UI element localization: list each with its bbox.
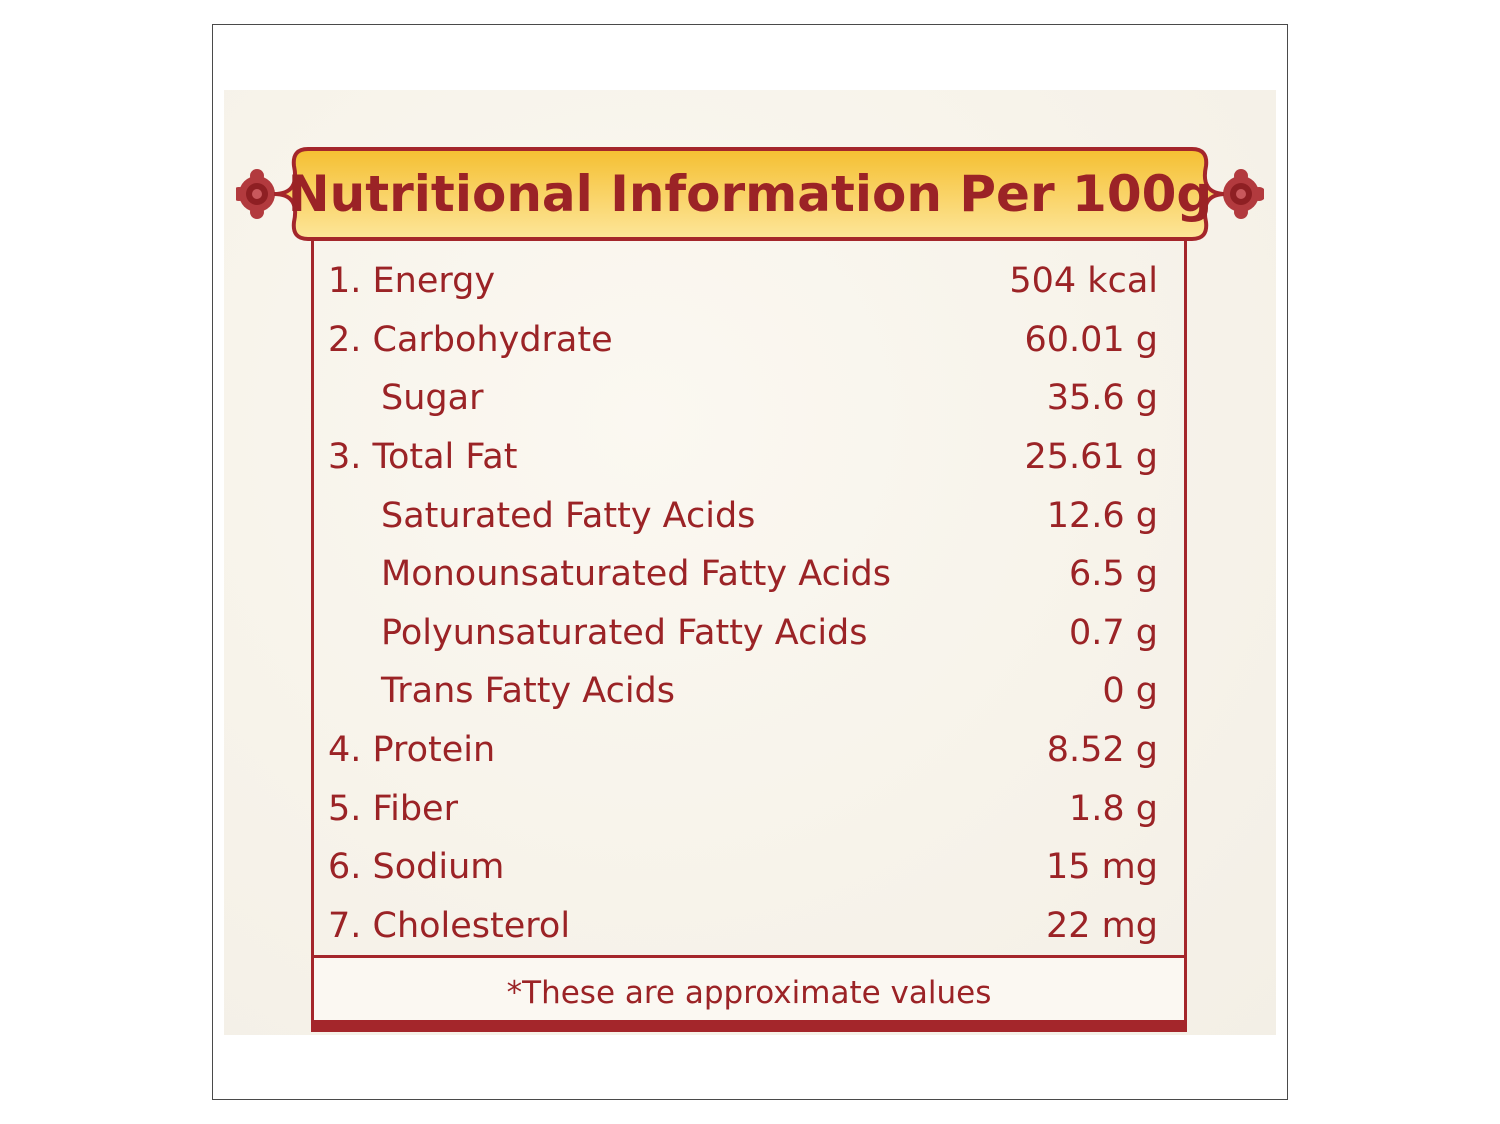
nutrient-name: Saturated Fatty Acids — [381, 495, 756, 536]
nutrient-row: Monounsaturated Fatty Acids 6.5 g — [314, 545, 1184, 604]
nutrient-value: 25.61 g — [1024, 437, 1158, 478]
nutrient-row: 7. Cholesterol 22 mg — [314, 897, 1184, 956]
nutrient-list: 1. Energy 504 kcal 2. Carbohydrate 60.01 g S… — [314, 252, 1184, 955]
nutrient-name: 6. Sodium — [328, 847, 505, 888]
nutrient-name: 1. Energy — [328, 261, 496, 302]
banner-body — [273, 147, 1227, 241]
title-banner: Nutritional Information Per 100g — [236, 146, 1264, 242]
nutrient-row: 2. Carbohydrate 60.01 g — [314, 311, 1184, 370]
nutrient-row: 5. Fiber 1.8 g — [314, 779, 1184, 838]
nutrient-name: 7. Cholesterol — [328, 905, 571, 946]
nutrient-row: 6. Sodium 15 mg — [314, 838, 1184, 897]
banner-shape — [236, 147, 1264, 241]
nutrient-row: 4. Protein 8.52 g — [314, 721, 1184, 780]
nutrient-row: Polyunsaturated Fatty Acids 0.7 g — [314, 604, 1184, 663]
nutrient-value: 504 kcal — [1009, 261, 1158, 302]
footnote: *These are approximate values — [506, 975, 992, 1011]
flower-ornament-icon — [1216, 169, 1264, 219]
nutrient-value: 8.52 g — [1046, 730, 1158, 771]
bottom-bar — [311, 1020, 1187, 1032]
nutrient-value: 6.5 g — [1068, 554, 1158, 595]
nutrient-value: 35.6 g — [1046, 378, 1158, 419]
paper-background — [224, 90, 1276, 1035]
nutrient-value: 1.8 g — [1068, 788, 1158, 829]
nutrient-row: 3. Total Fat 25.61 g — [314, 428, 1184, 487]
nutrient-value: 12.6 g — [1046, 495, 1158, 536]
nutrient-name: 3. Total Fat — [328, 437, 518, 478]
nutrient-name: Trans Fatty Acids — [381, 671, 676, 712]
nutrient-value: 22 mg — [1046, 905, 1158, 946]
nutrient-value: 60.01 g — [1024, 319, 1158, 360]
nutrient-row: Sugar 35.6 g — [314, 369, 1184, 428]
nutrient-row: Saturated Fatty Acids 12.6 g — [314, 486, 1184, 545]
nutrient-name: Sugar — [381, 378, 484, 419]
nutrient-value: 0.7 g — [1068, 612, 1158, 653]
nutrient-name: 4. Protein — [328, 730, 496, 771]
nutrient-name: Monounsaturated Fatty Acids — [381, 554, 891, 595]
flower-ornament-icon — [236, 169, 282, 219]
nutrient-name: 5. Fiber — [328, 788, 458, 829]
nutrient-row: Trans Fatty Acids 0 g — [314, 662, 1184, 721]
nutrient-value: 15 mg — [1046, 847, 1158, 888]
nutrient-name: 2. Carbohydrate — [328, 319, 613, 360]
nutrient-value: 0 g — [1102, 671, 1158, 712]
nutrient-row: 1. Energy 504 kcal — [314, 252, 1184, 311]
page-title: Nutritional Information Per 100g — [287, 165, 1213, 223]
footnote-box: *These are approximate values — [311, 955, 1187, 1021]
nutrition-table: 1. Energy 504 kcal 2. Carbohydrate 60.01 g S… — [311, 240, 1187, 957]
nutrient-name: Polyunsaturated Fatty Acids — [381, 612, 868, 653]
